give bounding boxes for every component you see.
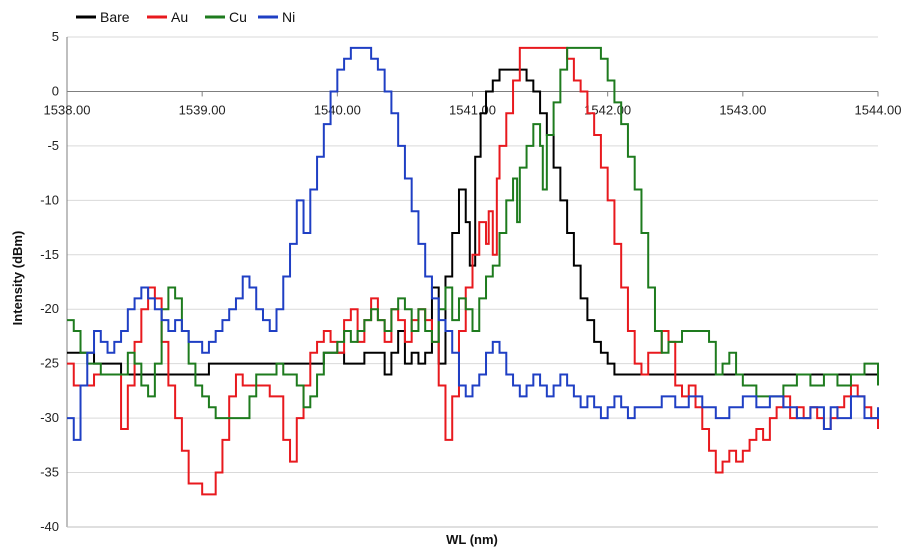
y-tick-label: -40 [40, 519, 59, 534]
y-tick-label: -20 [40, 301, 59, 316]
x-tick-label: 1542.00 [584, 102, 631, 117]
y-tick-label: -10 [40, 192, 59, 207]
x-tick-label: 1540.00 [314, 102, 361, 117]
y-tick-label: -30 [40, 410, 59, 425]
legend-label-ni: Ni [282, 9, 295, 25]
legend-label-cu: Cu [229, 9, 247, 25]
x-tick-label: 1543.00 [719, 102, 766, 117]
y-tick-label: 0 [52, 83, 59, 98]
series-line-cu [67, 46, 879, 420]
y-tick-label: -25 [40, 356, 59, 371]
x-tick-label: 1538.00 [44, 102, 91, 117]
axes [66, 37, 879, 528]
series-line-ni [67, 46, 879, 441]
y-axis-title: Intensity (dBm) [10, 231, 25, 326]
y-tick-labels: 5 0 -5 -10 -15 -20 -25 -30 -35 -40 [40, 29, 59, 534]
x-axis-title: WL (nm) [446, 532, 498, 547]
y-tick-label: -5 [47, 138, 59, 153]
legend-label-bare: Bare [100, 9, 130, 25]
x-tick-label: 1541.00 [449, 102, 496, 117]
y-tick-label: -35 [40, 465, 59, 480]
series-lines [67, 46, 879, 496]
series-line-au [67, 46, 879, 496]
legend-label-au: Au [171, 9, 188, 25]
y-tick-label: -15 [40, 247, 59, 262]
x-tick-label: 1539.00 [179, 102, 226, 117]
y-tick-label: 5 [52, 29, 59, 44]
x-tick-labels: 1538.00 1539.00 1540.00 1541.00 1542.00 1543.… [44, 102, 902, 117]
x-tick-label: 1544.00 [855, 102, 902, 117]
legend: Bare Au Cu Ni [76, 9, 295, 25]
